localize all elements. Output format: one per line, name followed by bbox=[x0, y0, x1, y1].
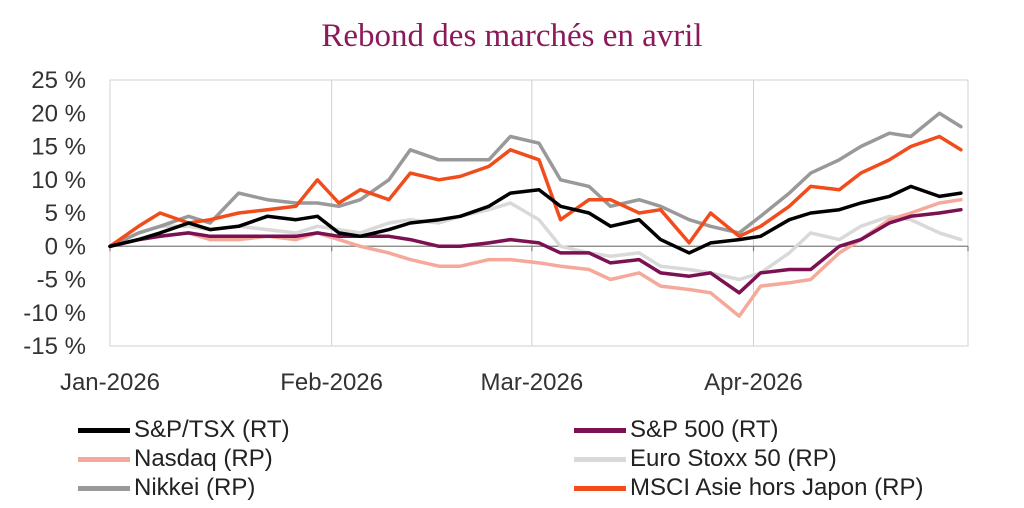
legend-label: Nasdaq (RP) bbox=[134, 445, 273, 472]
legend-item-sp500: S&P 500 (RT) bbox=[574, 416, 779, 444]
legend-item-euro-stoxx: Euro Stoxx 50 (RP) bbox=[574, 445, 837, 473]
y-tick-label: 5 % bbox=[45, 200, 86, 227]
series-line-4 bbox=[108, 111, 963, 249]
y-tick-label: 20 % bbox=[31, 100, 86, 127]
y-tick-label: 10 % bbox=[31, 167, 86, 194]
x-tick-label: Mar-2026 bbox=[480, 369, 583, 396]
legend-swatch bbox=[78, 427, 130, 433]
legend-swatch bbox=[574, 456, 626, 462]
y-tick-label: -10 % bbox=[23, 300, 86, 327]
legend-swatch bbox=[574, 485, 626, 491]
legend-label: S&P 500 (RT) bbox=[630, 416, 779, 443]
series-line-3 bbox=[108, 201, 963, 282]
y-tick-label: 15 % bbox=[31, 134, 86, 161]
legend-label: Euro Stoxx 50 (RP) bbox=[630, 445, 837, 472]
y-tick-label: 25 % bbox=[31, 67, 86, 94]
legend-swatch bbox=[78, 456, 130, 462]
legend-label: Nikkei (RP) bbox=[134, 474, 256, 501]
chart-title: Rebond des marchés en avril bbox=[321, 18, 703, 54]
legend-swatch bbox=[78, 485, 130, 491]
plot-area-border bbox=[109, 79, 969, 347]
x-tick-label: Feb-2026 bbox=[280, 369, 383, 396]
x-tick-label: Jan-2026 bbox=[60, 369, 160, 396]
line-chart: Jan-2026 Feb-2026 Mar-2026 Apr-2026 25 % 20 %… bbox=[23, 67, 969, 396]
legend-item-sp-tsx: S&P/TSX (RT) bbox=[78, 416, 290, 444]
legend-label: MSCI Asie hors Japon (RP) bbox=[630, 474, 924, 501]
legend-item-msci-asia: MSCI Asie hors Japon (RP) bbox=[574, 474, 923, 502]
y-tick-label: -15 % bbox=[23, 333, 86, 360]
legend-swatch bbox=[574, 427, 626, 433]
y-tick-label: -5 % bbox=[37, 267, 86, 294]
series-line-1 bbox=[108, 207, 963, 295]
chart-legend: S&P/TSX (RT) S&P 500 (RT) Nasdaq (RP) Eu… bbox=[0, 412, 1024, 508]
legend-item-nikkei: Nikkei (RP) bbox=[78, 474, 255, 502]
legend-item-nasdaq: Nasdaq (RP) bbox=[78, 445, 273, 473]
y-tick-label: 0 % bbox=[45, 233, 86, 260]
series-line-5 bbox=[108, 134, 963, 249]
legend-label: S&P/TSX (RT) bbox=[134, 416, 290, 443]
x-tick-label: Apr-2026 bbox=[704, 369, 803, 396]
series-line-0 bbox=[108, 184, 963, 255]
